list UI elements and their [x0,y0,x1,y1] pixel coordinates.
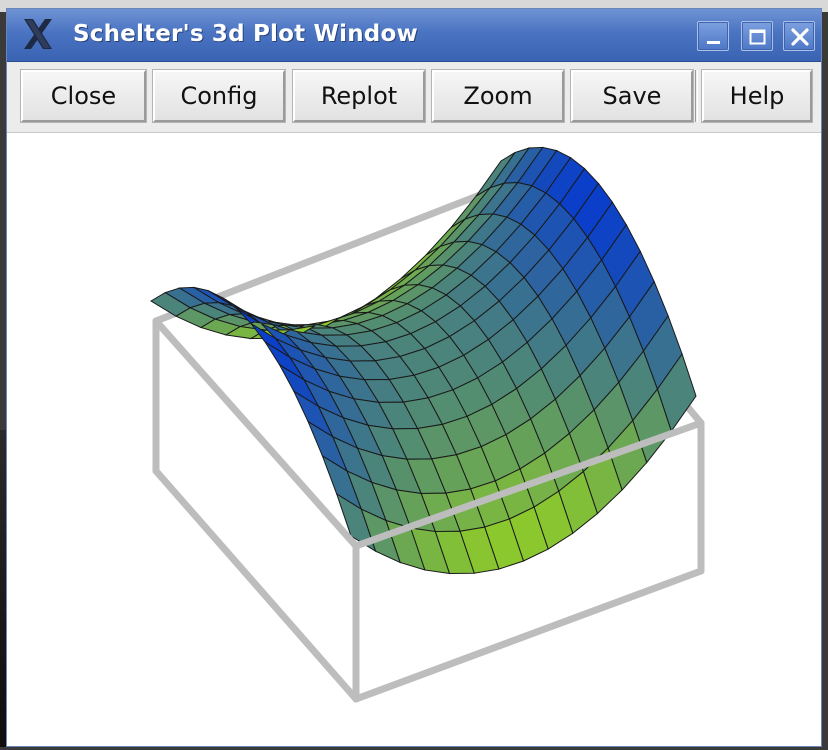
save-button[interactable]: Save [570,69,694,123]
close-button[interactable]: Close [20,69,147,123]
close-window-button[interactable] [783,21,815,51]
minimize-icon [707,41,720,44]
toolbar-separator [695,70,698,122]
maximize-button[interactable] [741,21,773,51]
surface-mesh [150,146,697,575]
config-button[interactable]: Config [152,69,286,123]
toolbar: Close Config Replot Zoom Save Help [7,62,821,133]
surface-plot[interactable] [7,133,821,746]
maximize-icon [749,29,766,45]
surface-patch [434,530,475,575]
window-title: Schelter's 3d Plot Window [73,21,418,47]
plot-canvas[interactable] [7,133,821,746]
close-icon [791,28,809,46]
title-bar[interactable]: Schelter's 3d Plot Window [7,9,821,62]
x-logo-icon[interactable] [21,17,55,51]
zoom-button[interactable]: Zoom [431,69,565,123]
box-edge-top-front-left [152,317,360,550]
help-button[interactable]: Help [701,69,813,123]
box-edge-top-front-right [352,419,705,550]
minimize-button[interactable] [697,21,729,51]
box-edge-bottom-front-right [352,567,705,703]
replot-button[interactable]: Replot [292,69,426,123]
box-edge-bottom-front-left [152,467,360,703]
plot-window: Schelter's 3d Plot Window Close Config R… [6,8,822,747]
